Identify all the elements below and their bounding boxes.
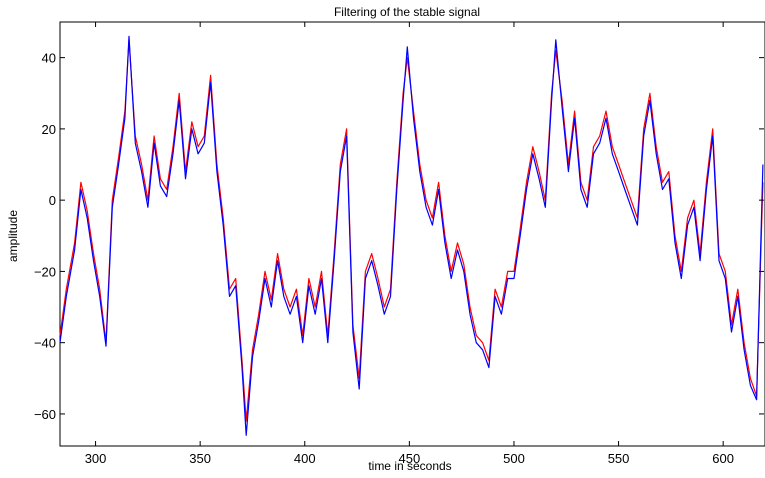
x-axis-ticks: 300 350 400 450 500 550 600	[85, 22, 734, 466]
plot-frame	[59, 21, 765, 447]
y-tick-label: −40	[34, 336, 56, 351]
y-axis-ticks: −60 −40 −20 0 20 40	[34, 51, 764, 422]
x-tick-label: 400	[294, 451, 316, 466]
series-line-2	[59, 35, 764, 436]
x-axis-label: time in seconds	[368, 459, 451, 473]
chart-title: Filtering of the stable signal	[334, 5, 480, 19]
x-tick-label: 500	[503, 451, 525, 466]
y-tick-label: 40	[42, 51, 56, 66]
x-tick-label: 550	[608, 451, 630, 466]
x-tick-label: 350	[189, 451, 211, 466]
plot-area	[59, 21, 765, 447]
x-tick-label: 300	[85, 451, 107, 466]
y-axis-label: amplitude	[6, 210, 20, 262]
x-tick-label: 450	[399, 451, 421, 466]
series-layer	[59, 35, 764, 436]
y-tick-label: 0	[49, 193, 56, 208]
y-tick-label: −60	[34, 407, 56, 422]
y-tick-label: −20	[34, 264, 56, 279]
y-tick-label: 20	[42, 122, 56, 137]
x-tick-label: 600	[712, 451, 734, 466]
